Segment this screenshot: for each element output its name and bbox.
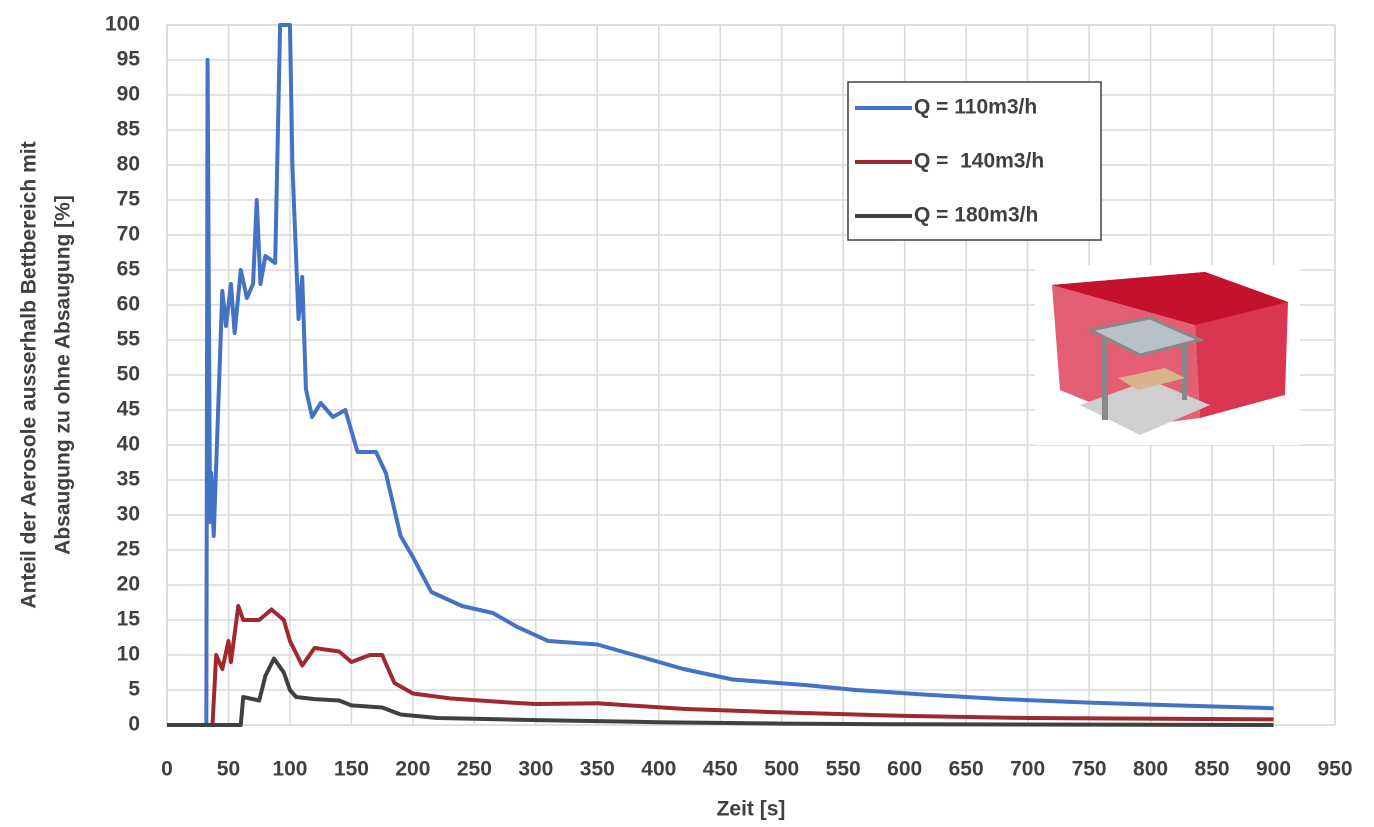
- x-tick-label: 300: [518, 758, 553, 781]
- x-tick-label: 950: [1317, 758, 1352, 781]
- y-tick-label: 80: [117, 153, 140, 176]
- y-tick-label: 45: [117, 398, 141, 421]
- y-tick-label: 15: [117, 608, 141, 631]
- series-line: [167, 23, 1274, 727]
- x-tick-label: 250: [457, 758, 492, 781]
- inset-leg: [1102, 340, 1108, 420]
- x-axis-title: Zeit [s]: [717, 798, 786, 821]
- inset-frame: [1085, 316, 1205, 357]
- legend-label: Q = 140m3/h: [914, 150, 1044, 173]
- y-tick-label: 95: [117, 48, 141, 71]
- x-tick-label: 900: [1256, 758, 1291, 781]
- series-line: [167, 604, 1274, 727]
- inset-bed: [1118, 368, 1185, 390]
- x-tick-label: 550: [826, 758, 861, 781]
- legend-label: Q = 180m3/h: [914, 204, 1038, 227]
- x-tick-label: 700: [1010, 758, 1045, 781]
- x-tick-label: 800: [1133, 758, 1168, 781]
- y-axis-title: Anteil der Aerosole ausserhalb Bettberei…: [18, 141, 75, 608]
- y-tick-label: 75: [117, 188, 141, 211]
- y-tick-label: 50: [117, 363, 140, 386]
- legend-label: Q = 110m3/h: [914, 96, 1037, 119]
- x-tick-label: 0: [161, 758, 173, 781]
- inset-illustration: [1035, 265, 1300, 445]
- y-axis-title-line: Anteil der Aerosole ausserhalb Bettberei…: [18, 141, 41, 608]
- y-tick-label: 35: [117, 468, 141, 491]
- x-tick-label: 750: [1072, 758, 1107, 781]
- x-tick-label: 450: [703, 758, 738, 781]
- inset-floor: [1080, 380, 1210, 435]
- inset-box-top: [1052, 272, 1288, 325]
- y-tick-label: 85: [117, 118, 141, 141]
- x-tick-label: 100: [272, 758, 307, 781]
- y-axis-title-line: Absaugung zu ohne Absaugung [%]: [52, 195, 75, 555]
- x-tick-label: 200: [395, 758, 430, 781]
- y-tick-label: 5: [128, 678, 140, 701]
- y-tick-label: 25: [117, 538, 141, 561]
- x-tick-label: 50: [217, 758, 240, 781]
- legend: Q = 110m3/h Q = 140m3/h Q = 180m3/h: [847, 81, 1102, 241]
- y-tick-label: 10: [117, 643, 140, 666]
- y-tick-label: 0: [128, 713, 140, 736]
- x-tick-label: 350: [580, 758, 615, 781]
- y-tick-label: 30: [117, 503, 140, 526]
- y-tick-label: 100: [105, 13, 140, 36]
- y-tick-label: 70: [117, 223, 140, 246]
- x-tick-label: 500: [764, 758, 799, 781]
- y-tick-label: 20: [117, 573, 140, 596]
- y-tick-label: 40: [117, 433, 140, 456]
- x-tick-label: 600: [887, 758, 922, 781]
- y-tick-label: 90: [117, 83, 140, 106]
- series-line: [167, 656, 1274, 727]
- x-tick-label: 850: [1195, 758, 1230, 781]
- x-tick-label: 400: [641, 758, 676, 781]
- y-tick-label: 60: [117, 293, 140, 316]
- x-tick-label: 650: [949, 758, 984, 781]
- x-tick-label: 150: [334, 758, 369, 781]
- y-tick-label: 65: [117, 258, 141, 281]
- inset-leg: [1182, 345, 1187, 400]
- lines: [167, 23, 1274, 727]
- y-tick-label: 55: [117, 328, 141, 351]
